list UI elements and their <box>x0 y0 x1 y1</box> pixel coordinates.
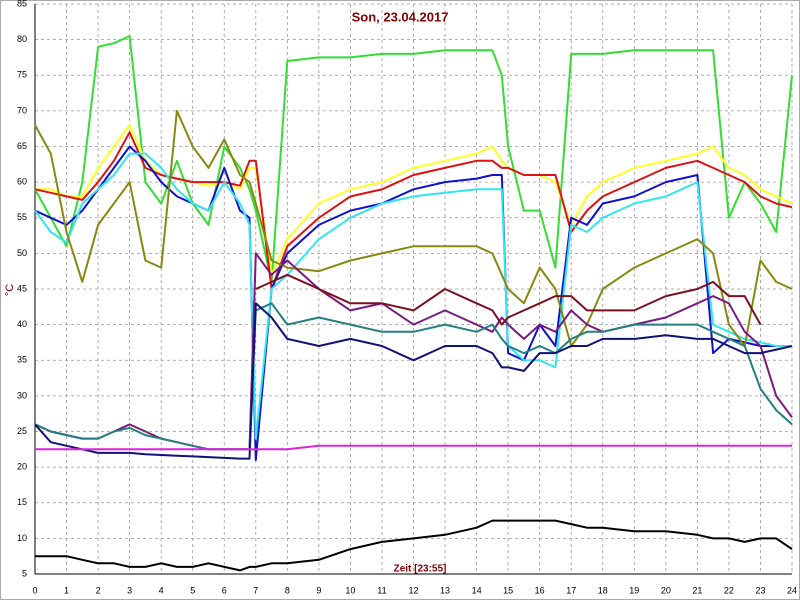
series-line <box>34 145 792 461</box>
y-axis-label: °C <box>4 284 16 296</box>
y-tick-label: 25 <box>17 426 27 436</box>
y-tick-label: 35 <box>17 355 27 365</box>
series-line <box>34 302 793 460</box>
x-tick-label: 12 <box>408 585 418 595</box>
x-tick-label: 18 <box>598 585 608 595</box>
x-tick-label: 0 <box>32 585 37 595</box>
series-line <box>255 273 762 326</box>
x-axis-label: Zeit [23:55] <box>394 564 447 575</box>
x-tick-label: 14 <box>472 585 482 595</box>
y-tick-label: 80 <box>17 34 27 44</box>
x-tick-label: 7 <box>253 585 258 595</box>
series-line <box>34 109 793 347</box>
x-tick-label: 19 <box>629 585 639 595</box>
x-tick-label: 21 <box>692 585 702 595</box>
x-tick-label: 9 <box>316 585 321 595</box>
x-tick-label: 8 <box>285 585 290 595</box>
y-tick-label: 60 <box>17 177 27 187</box>
series-line <box>34 252 793 451</box>
y-tick-label: 40 <box>17 319 27 329</box>
series-line <box>35 444 792 451</box>
y-tick-label: 45 <box>17 283 27 293</box>
y-tick-label: 65 <box>17 141 27 151</box>
y-tick-label: 5 <box>22 568 27 578</box>
y-tick-label: 85 <box>17 0 27 8</box>
x-tick-label: 20 <box>661 585 671 595</box>
series-line <box>35 124 793 276</box>
y-tick-label: 30 <box>17 390 27 400</box>
x-tick-label: 22 <box>724 585 734 595</box>
x-tick-label: 17 <box>566 585 576 595</box>
y-tick-label: 70 <box>17 105 27 115</box>
x-tick-label: 3 <box>127 585 132 595</box>
series-line <box>34 152 792 440</box>
y-tick-label: 10 <box>17 533 27 543</box>
x-tick-label: 11 <box>377 585 386 595</box>
x-tick-label: 23 <box>755 585 765 595</box>
y-tick-label: 75 <box>17 70 27 80</box>
x-tick-label: 13 <box>440 585 450 595</box>
x-tick-label: 5 <box>190 585 195 595</box>
chart-title: Son, 23.04.2017 <box>352 9 449 24</box>
series-line <box>34 131 793 290</box>
x-tick-label: 6 <box>222 585 227 595</box>
y-tick-label: 55 <box>17 212 27 222</box>
y-tick-label: 50 <box>17 248 27 258</box>
x-tick-label: 24 <box>787 585 797 595</box>
x-tick-label: 2 <box>96 585 101 595</box>
series-line <box>34 302 793 451</box>
x-tick-label: 1 <box>64 585 69 595</box>
series-line <box>35 519 793 572</box>
x-tick-label: 4 <box>159 585 164 595</box>
y-tick-label: 20 <box>17 462 27 472</box>
x-tick-label: 10 <box>345 585 355 595</box>
x-tick-label: 15 <box>503 585 513 595</box>
x-tick-label: 16 <box>535 585 545 595</box>
y-tick-label: 15 <box>17 497 27 507</box>
